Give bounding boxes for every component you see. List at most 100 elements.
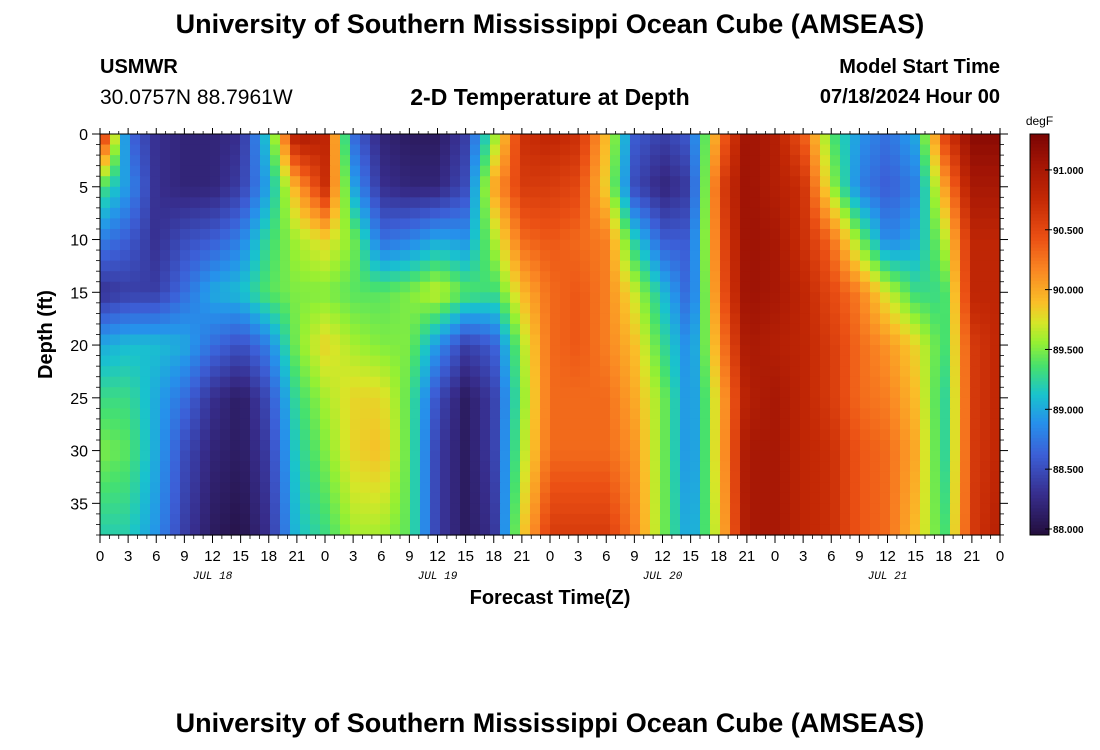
heatmap-cell [570,239,581,251]
heatmap-cell [370,313,381,325]
heatmap-cell [530,197,541,209]
heatmap-cell [340,334,351,346]
heatmap-cell [820,345,831,357]
heatmap-cell [210,450,221,462]
heatmap-cell [300,503,311,515]
heatmap-cell [390,334,401,346]
heatmap-cell [550,440,561,452]
heatmap-cell [210,228,221,241]
heatmap-cell [120,313,131,325]
heatmap-cell [340,134,351,146]
heatmap-cell [490,471,501,483]
heatmap-cell [740,513,751,526]
heatmap-cell [570,461,581,473]
heatmap-cell [560,281,571,293]
heatmap-cell [980,323,991,336]
heatmap-cell [280,450,291,462]
colorbar-segment [1030,311,1049,315]
heatmap-cell [440,292,451,304]
colorbar-segment [1030,321,1049,325]
heatmap-cell [770,492,781,504]
heatmap-cell [560,186,571,198]
heatmap-cell [270,429,281,441]
heatmap-cell [200,313,211,325]
heatmap-cell [880,503,891,515]
heatmap-cell [260,450,271,462]
heatmap-cell [800,387,811,399]
x-tick-label: 15 [232,548,249,565]
heatmap-cell [730,461,741,473]
heatmap-cell [380,144,391,156]
heatmap-cell [260,334,271,346]
heatmap-cell [200,239,211,251]
heatmap-cell [990,218,1001,230]
heatmap-cell [750,281,761,293]
heatmap-cell [110,302,121,314]
heatmap-cell [710,450,721,462]
heatmap-cell [650,250,661,262]
heatmap-cell [840,239,851,251]
heatmap-cell [420,450,431,462]
heatmap-cell [550,144,561,156]
heatmap-cell [960,313,971,325]
heatmap-cell [510,302,521,314]
heatmap-cell [240,313,251,325]
heatmap-cell [990,334,1001,346]
heatmap-cell [950,228,961,241]
heatmap-cell [170,281,181,293]
heatmap-cell [250,513,261,526]
heatmap-cell [140,239,151,251]
heatmap-cell [690,218,701,230]
heatmap-cell [360,524,371,536]
heatmap-cell [550,207,561,220]
heatmap-cell [180,408,191,420]
heatmap-cell [180,207,191,220]
heatmap-cell [640,260,651,272]
heatmap-cell [230,334,241,346]
heatmap-cell [190,450,201,462]
x-tick-label: 9 [855,548,863,565]
heatmap-cell [350,471,361,483]
heatmap-cell [180,186,191,198]
heatmap-cell [460,461,471,473]
heatmap-cell [200,450,211,462]
heatmap-cell [890,461,901,473]
heatmap-cell [860,228,871,241]
heatmap-cell [370,218,381,230]
heatmap-cell [790,218,801,230]
heatmap-cell [130,429,141,441]
heatmap-cell [430,440,441,452]
colorbar-segment [1030,277,1049,282]
heatmap-cell [710,302,721,314]
heatmap-cell [910,250,921,262]
heatmap-cell [190,345,201,357]
colorbar-segment [1030,478,1049,483]
heatmap-cell [790,376,801,388]
heatmap-cell [760,260,771,272]
heatmap-cell [870,387,881,399]
heatmap-cell [620,503,631,515]
heatmap-cell [430,397,441,409]
heatmap-cell [200,503,211,515]
heatmap-cell [870,292,881,304]
heatmap-cell [790,144,801,156]
heatmap-cell [350,429,361,441]
heatmap-cell [520,482,531,494]
heatmap-cell [250,260,261,272]
heatmap-cell [500,218,511,230]
heatmap-cell [280,334,291,346]
heatmap-cell [500,503,511,515]
heatmap-cell [490,176,501,188]
heatmap-cell [600,228,611,241]
heatmap-cell [330,250,341,262]
heatmap-cell [140,334,151,346]
heatmap-cell [900,144,911,156]
heatmap-cell [900,471,911,483]
heatmap-cell [440,366,451,378]
heatmap-cell [190,429,201,441]
heatmap-cell [110,408,121,420]
heatmap-cell [630,250,641,262]
heatmap-cell [580,134,591,146]
heatmap-cell [200,250,211,262]
heatmap-cell [740,408,751,420]
